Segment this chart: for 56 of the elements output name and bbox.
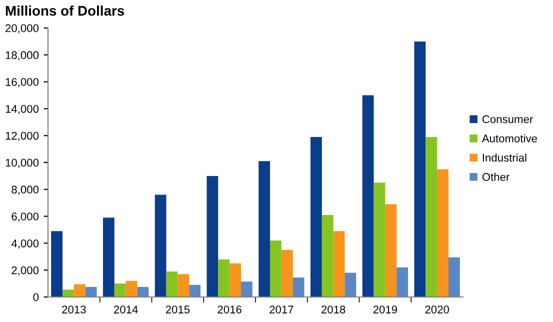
y-tick-label: 8,000 <box>12 186 39 195</box>
bar <box>85 286 97 297</box>
bar <box>137 286 149 297</box>
y-tick-label: 18,000 <box>6 51 39 60</box>
y-tick-label: 10,000 <box>6 158 39 168</box>
bar <box>154 194 166 297</box>
bar <box>448 257 460 297</box>
bar <box>310 136 322 297</box>
bar <box>270 240 282 297</box>
bar <box>374 182 386 297</box>
x-tick-label: 2014 <box>114 306 138 314</box>
bar <box>414 41 426 297</box>
y-tick-label: 20,000 <box>6 24 39 34</box>
x-tick-label: 2015 <box>166 306 190 314</box>
y-tick-label: 12,000 <box>6 132 39 142</box>
x-tick-label: 2020 <box>425 306 449 314</box>
bar <box>426 136 438 297</box>
bar <box>362 95 374 297</box>
bar <box>126 280 138 297</box>
bar <box>178 274 190 297</box>
x-tick-label: 2019 <box>373 306 398 314</box>
x-tick-label: 2013 <box>62 306 86 314</box>
bar <box>344 272 356 297</box>
bar <box>114 284 126 297</box>
bar <box>51 231 63 297</box>
x-tick-label: 2016 <box>218 306 242 314</box>
bar <box>166 271 178 297</box>
bar <box>62 290 74 297</box>
chart-title: Millions of Dollars <box>6 6 124 16</box>
bar <box>396 267 408 297</box>
y-tick-label: 6,000 <box>12 212 39 222</box>
bar <box>206 176 218 297</box>
bar <box>258 161 270 297</box>
bar <box>385 204 397 297</box>
y-tick-label: 0 <box>33 293 39 302</box>
bar <box>292 278 304 297</box>
bar <box>281 250 293 297</box>
bar <box>333 231 345 297</box>
legend-label: Automotive <box>482 134 537 142</box>
bar <box>437 169 448 297</box>
y-tick-label: 4,000 <box>11 239 39 249</box>
bar <box>102 218 114 297</box>
bar <box>322 214 334 297</box>
x-tick-label: 2018 <box>322 306 346 314</box>
bar <box>189 284 201 297</box>
bar <box>218 259 230 297</box>
y-tick-label: 16,000 <box>6 78 39 88</box>
y-tick-label: 14,000 <box>6 104 39 114</box>
legend-label: Consumer <box>482 115 533 124</box>
y-tick-label: 2,000 <box>12 266 39 276</box>
bar <box>230 263 241 297</box>
bar <box>240 282 252 297</box>
legend-label: Other <box>482 172 510 181</box>
bar <box>74 284 86 297</box>
legend-label: Industrial <box>482 153 526 162</box>
x-tick-label: 2017 <box>270 306 294 314</box>
